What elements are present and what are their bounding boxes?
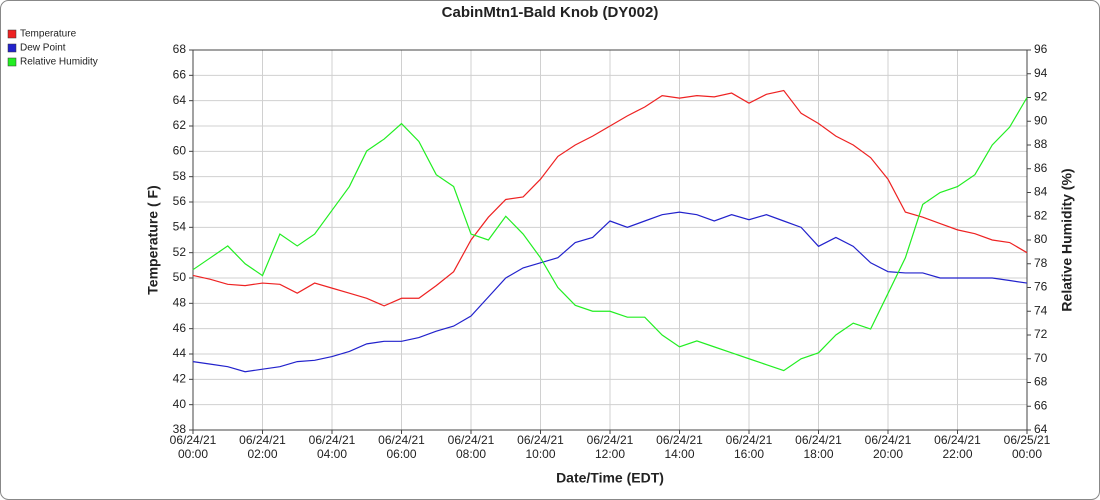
x-tick-label: 06/24/21 18:00 [795, 433, 842, 461]
x-tick-label: 06/24/21 16:00 [726, 433, 773, 461]
y-tick-label: 42 [173, 372, 187, 386]
y-tick-label: 48 [173, 296, 187, 310]
y-tick-label: 52 [173, 245, 187, 259]
x-tick-label: 06/24/21 02:00 [239, 433, 286, 461]
x-tick-label: 06/24/21 14:00 [656, 433, 703, 461]
x-tick-label: 06/24/21 10:00 [517, 433, 564, 461]
y2-tick-label: 82 [1034, 208, 1048, 222]
legend: Temperature Dew Point Relative Humidity [7, 29, 98, 68]
legend-swatch [7, 43, 17, 53]
y-tick-label: 50 [173, 270, 187, 284]
y2-tick-label: 76 [1034, 280, 1048, 294]
y2-tick-label: 96 [1034, 42, 1048, 56]
x-tick-label: 06/24/21 08:00 [448, 433, 495, 461]
y-tick-label: 54 [173, 220, 187, 234]
y2-tick-label: 68 [1034, 375, 1048, 389]
legend-swatch [7, 57, 17, 67]
y-tick-label: 38 [173, 422, 187, 436]
chart-title: CabinMtn1-Bald Knob (DY002) [442, 4, 659, 21]
legend-label: Relative Humidity [20, 57, 98, 68]
y2-tick-label: 94 [1034, 66, 1048, 80]
series-line [192, 211, 1028, 373]
y2-tick-label: 78 [1034, 256, 1048, 270]
y-tick-label: 58 [173, 169, 187, 183]
y-axis-title: Temperature ( F) [145, 185, 161, 294]
x-tick-label: 06/25/21 00:00 [1004, 433, 1051, 461]
y-tick-label: 46 [173, 321, 187, 335]
y2-tick-label: 66 [1034, 398, 1048, 412]
y-tick-label: 66 [173, 68, 187, 82]
legend-swatch [7, 29, 17, 39]
y2-tick-label: 72 [1034, 327, 1048, 341]
y2-tick-label: 92 [1034, 90, 1048, 104]
x-tick-label: 06/24/21 04:00 [309, 433, 356, 461]
x-tick-label: 06/24/21 06:00 [378, 433, 425, 461]
x-tick-label: 06/24/21 20:00 [865, 433, 912, 461]
y2-tick-label: 90 [1034, 113, 1048, 127]
x-axis-title: Date/Time (EDT) [556, 470, 664, 486]
y-tick-label: 56 [173, 194, 187, 208]
y-tick-label: 40 [173, 397, 187, 411]
y-tick-label: 62 [173, 118, 187, 132]
series-line [192, 89, 1028, 307]
series-line [192, 97, 1028, 372]
y2-axis-title: Relative Humidity (%) [1059, 168, 1075, 311]
y2-tick-label: 64 [1034, 422, 1048, 436]
y2-tick-label: 80 [1034, 232, 1048, 246]
y2-tick-label: 84 [1034, 185, 1048, 199]
y-tick-label: 64 [173, 93, 187, 107]
y-tick-label: 60 [173, 144, 187, 158]
legend-label: Temperature [20, 29, 77, 40]
y2-tick-label: 74 [1034, 303, 1048, 317]
plot-area [192, 49, 1028, 431]
x-tick-label: 06/24/21 12:00 [587, 433, 634, 461]
x-tick-label: 06/24/21 00:00 [170, 433, 217, 461]
legend-label: Dew Point [20, 43, 66, 54]
y-tick-label: 44 [173, 346, 187, 360]
y2-tick-label: 88 [1034, 137, 1048, 151]
y2-tick-label: 70 [1034, 351, 1048, 365]
y2-tick-label: 86 [1034, 161, 1048, 175]
x-tick-label: 06/24/21 22:00 [934, 433, 981, 461]
y-tick-label: 68 [173, 42, 187, 56]
